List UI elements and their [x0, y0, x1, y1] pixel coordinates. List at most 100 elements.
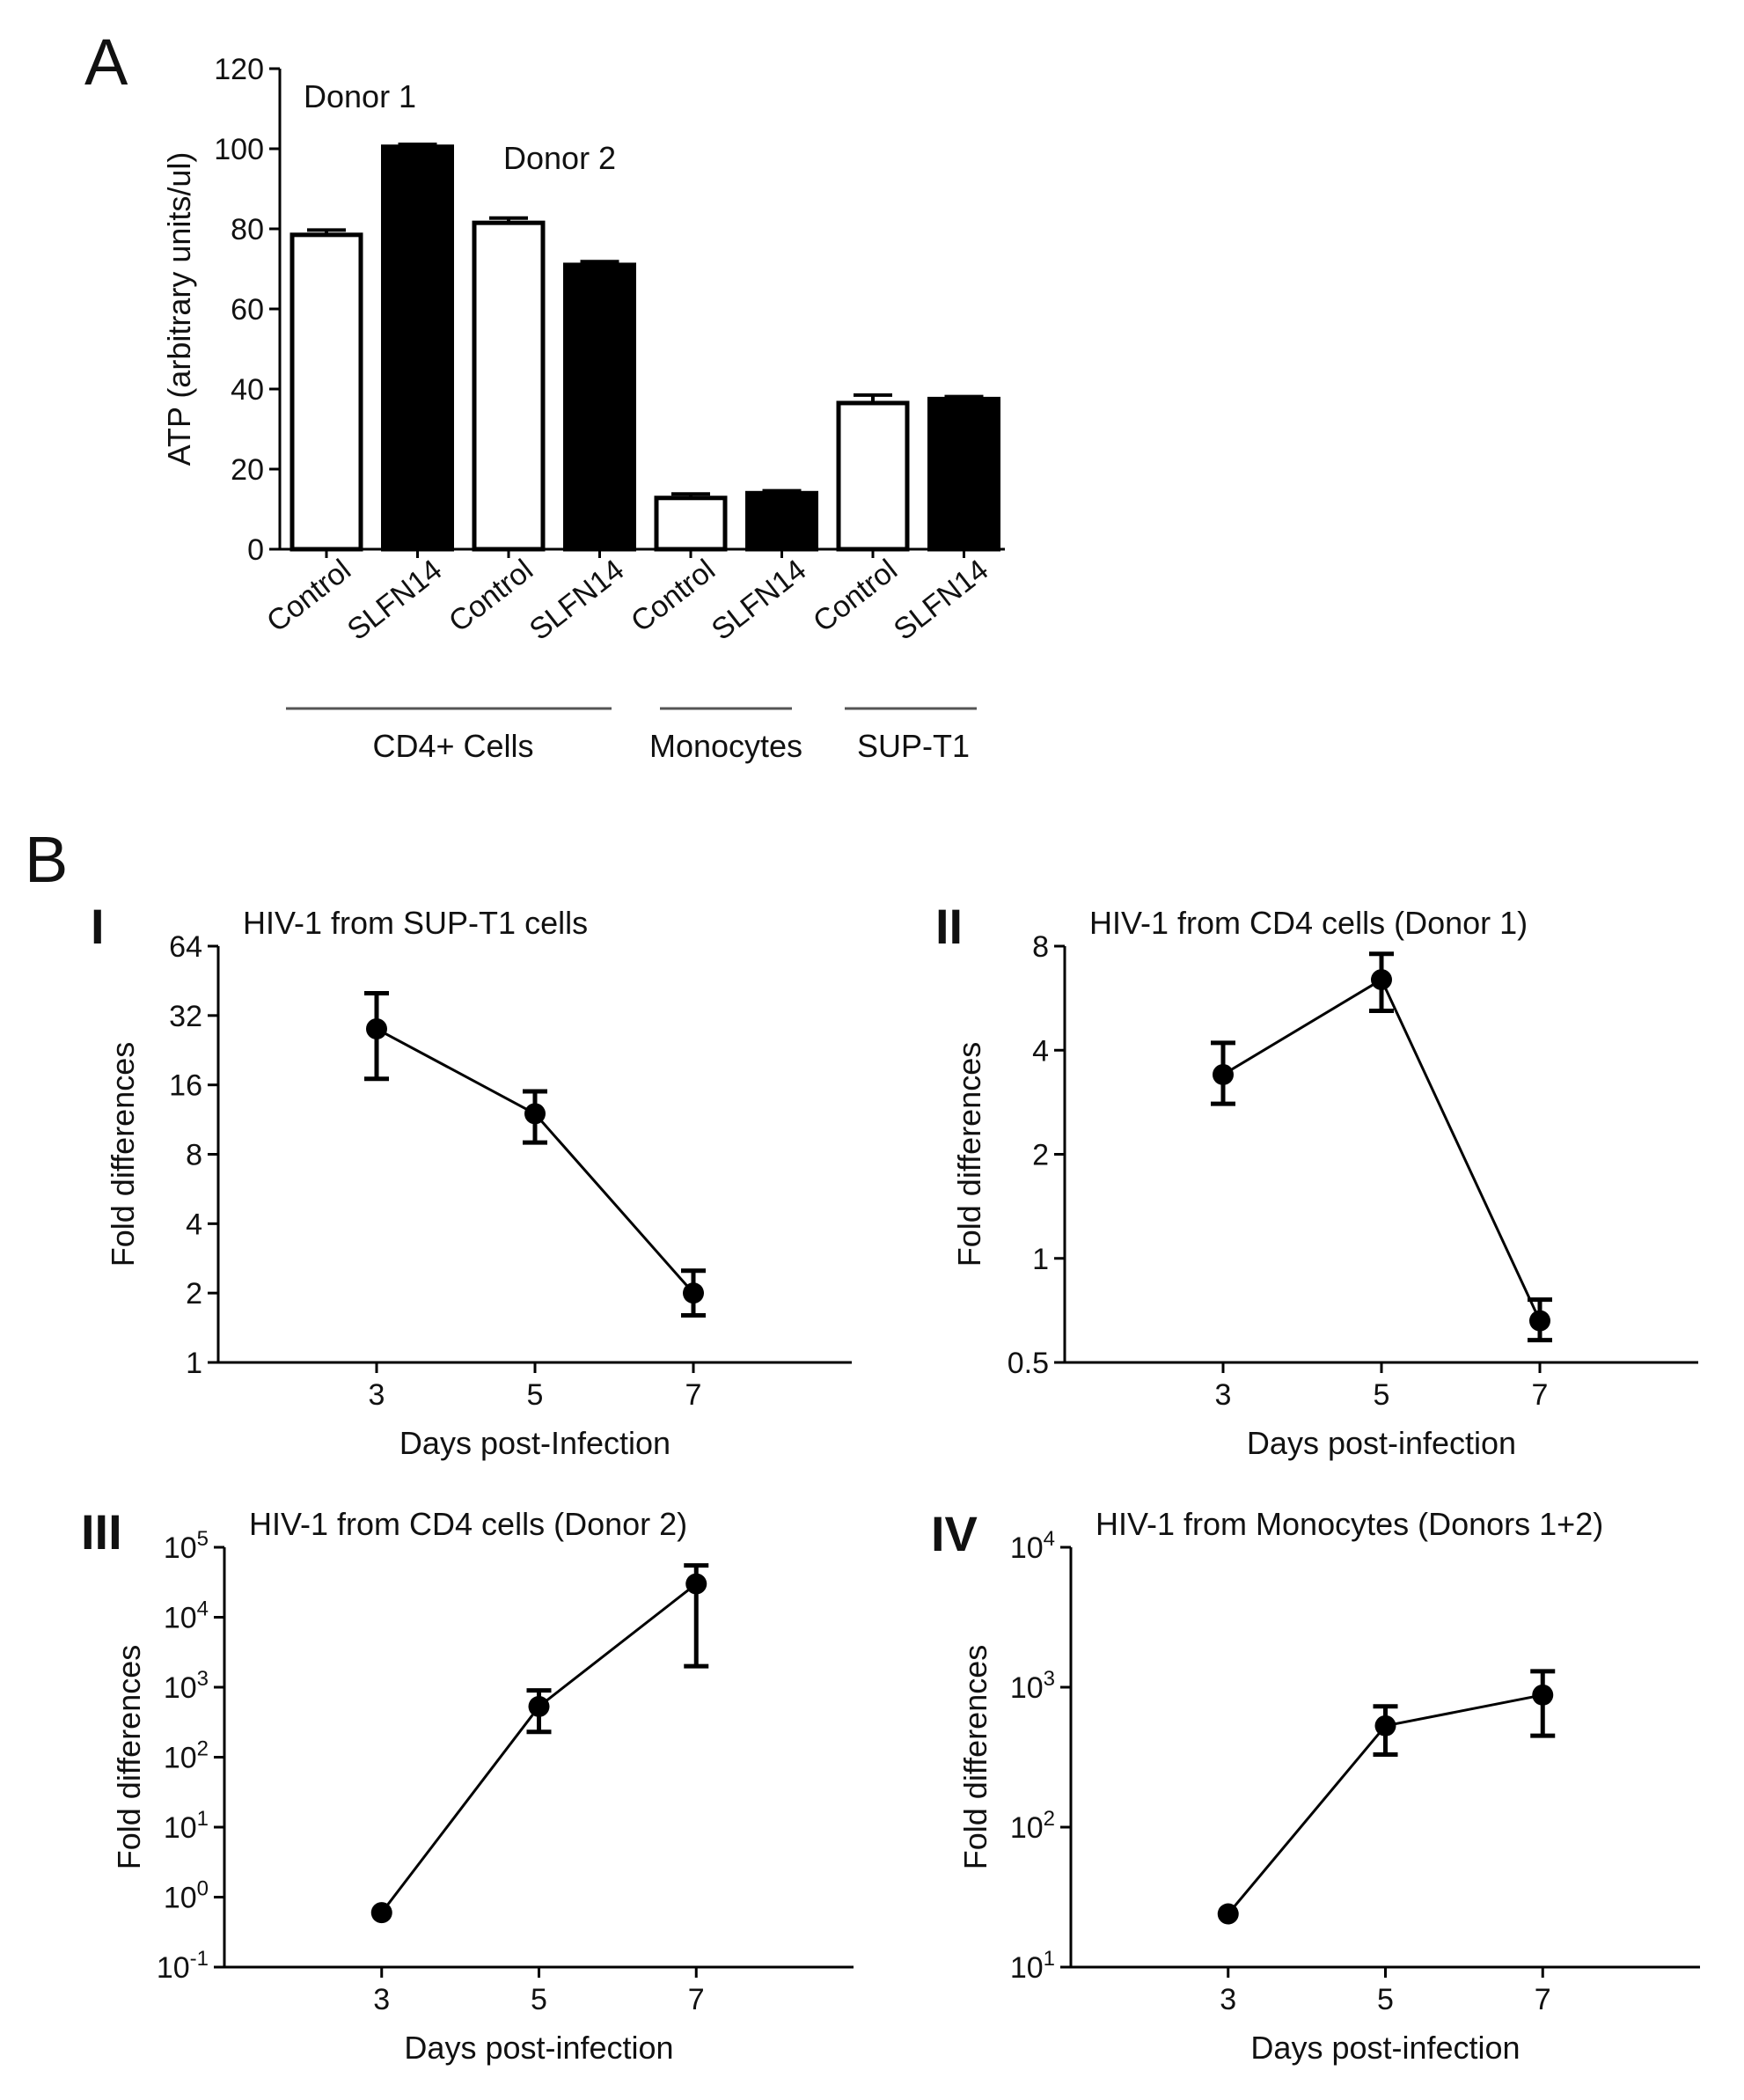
y-tick-label: 32: [169, 1000, 202, 1033]
line-chart-monocytes: HIV-1 from Monocytes (Donors 1+2) 101 102 1…: [957, 1506, 1700, 2066]
bar: [563, 262, 636, 552]
x-tick-label: 5: [1374, 1378, 1390, 1412]
series-line: [380, 1582, 698, 1914]
x-tick-label: 3: [373, 1983, 390, 2016]
y-axis-label: Fold differences: [111, 1645, 147, 1869]
y-axis-label: Fold differences: [951, 1042, 987, 1267]
data-point: [370, 1902, 392, 1924]
y-tick-label: 102: [164, 1737, 209, 1775]
bar: [381, 144, 454, 552]
x-tick-label: SLFN14: [524, 553, 631, 647]
y-tick-label: 1: [186, 1347, 202, 1380]
x-tick-label: Control: [625, 553, 722, 638]
group-label-cd4: CD4+ Cells: [372, 728, 533, 764]
y-tick-label: 100: [164, 1877, 209, 1915]
y-tick-label: 102: [1010, 1807, 1055, 1845]
x-tick-label: Control: [443, 553, 539, 638]
line-chart-supt1: HIV-1 from SUP-T1 cells 1 2 4 8 16 32 64 3 5 7 Days…: [105, 905, 852, 1461]
x-tick-label: 3: [369, 1378, 385, 1412]
y-tick-label: 120: [214, 53, 264, 86]
bar: [289, 232, 363, 552]
data-point: [1213, 1063, 1234, 1085]
x-tick-label: 7: [1532, 1378, 1549, 1412]
bar: [472, 220, 546, 552]
series-line: [1222, 977, 1542, 1322]
donor1-annotation: Donor 1: [304, 78, 416, 114]
data-point: [528, 1695, 550, 1717]
y-tick-label: 10-1: [157, 1947, 209, 1985]
y-tick-label: 4: [1032, 1034, 1049, 1068]
y-tick-label: 2: [186, 1277, 202, 1311]
data-point: [683, 1282, 704, 1304]
x-tick-label: 7: [685, 1378, 702, 1412]
x-tick-label: Control: [260, 553, 357, 638]
bar: [654, 496, 728, 552]
y-tick-label: 101: [1010, 1947, 1055, 1985]
group-label-monocytes: Monocytes: [649, 728, 802, 764]
data-point: [1371, 969, 1392, 991]
x-axis-label: Days post-Infection: [399, 1425, 670, 1461]
y-tick-label: 8: [186, 1139, 202, 1172]
y-tick-label: 8: [1032, 930, 1049, 964]
y-tick-label: 2: [1032, 1139, 1049, 1172]
x-tick-label: 7: [1535, 1983, 1551, 2016]
y-tick-label: 104: [164, 1597, 209, 1635]
subpanel-label-iv: IV: [931, 1506, 978, 1561]
group-label-supt1: SUP-T1: [857, 728, 970, 764]
panel-letter-b: B: [25, 823, 68, 896]
y-tick-label: 0: [247, 533, 264, 567]
y-tick-label: 16: [169, 1069, 202, 1103]
panel-letter-a: A: [84, 26, 128, 99]
x-tick-label: 5: [1377, 1983, 1394, 2016]
data-point: [524, 1103, 546, 1125]
data-point: [366, 1018, 387, 1040]
x-axis-label: Days post-infection: [1250, 2030, 1520, 2066]
data-point: [1529, 1310, 1550, 1332]
bar: [927, 396, 1000, 552]
x-tick-label: 5: [527, 1378, 544, 1412]
y-tick-label: 4: [186, 1208, 202, 1241]
y-tick-label: 101: [164, 1807, 209, 1845]
x-tick-label: 3: [1220, 1983, 1236, 2016]
y-tick-label: 100: [214, 133, 264, 166]
y-axis-label: Fold differences: [105, 1042, 141, 1267]
y-tick-label: 40: [231, 373, 264, 407]
y-tick-label: 103: [164, 1667, 209, 1705]
x-axis-label: Days post-infection: [404, 2030, 673, 2066]
subpanel-label-i: I: [91, 899, 105, 954]
line-chart-cd4-donor2: HIV-1 from CD4 cells (Donor 2) 10-1 100 101…: [111, 1506, 854, 2066]
y-tick-label: 105: [164, 1527, 209, 1565]
x-axis-label: Days post-infection: [1247, 1425, 1516, 1461]
y-tick-label: 0.5: [1008, 1347, 1049, 1380]
y-axis-label: Fold differences: [957, 1645, 993, 1869]
data-point: [685, 1573, 707, 1595]
x-tick-label: SLFN14: [888, 553, 995, 647]
y-tick-label: 20: [231, 453, 264, 487]
donor2-annotation: Donor 2: [503, 140, 616, 176]
y-tick-label: 103: [1010, 1667, 1055, 1705]
chart-title: HIV-1 from CD4 cells (Donor 1): [1089, 905, 1528, 941]
bar: [836, 400, 910, 552]
series-line: [376, 1027, 695, 1295]
y-tick-label: 60: [231, 293, 264, 327]
y-axis-label: ATP (arbitrary units/ul): [161, 152, 197, 466]
data-point: [1374, 1715, 1396, 1737]
x-tick-label: SLFN14: [341, 553, 449, 647]
x-tick-label: 5: [531, 1983, 547, 2016]
chart-title: HIV-1 from SUP-T1 cells: [243, 905, 588, 941]
y-tick-label: 104: [1010, 1527, 1055, 1565]
x-tick-label: Control: [807, 553, 904, 638]
y-tick-label: 1: [1032, 1243, 1049, 1276]
y-tick-label: 80: [231, 213, 264, 246]
subpanel-label-ii: II: [935, 899, 963, 954]
chart-title: HIV-1 from Monocytes (Donors 1+2): [1095, 1506, 1603, 1542]
x-tick-label: SLFN14: [706, 553, 813, 647]
x-tick-label: 3: [1215, 1378, 1232, 1412]
bar: [745, 490, 818, 552]
subpanel-label-iii: III: [81, 1504, 122, 1560]
chart-title: HIV-1 from CD4 cells (Donor 2): [249, 1506, 687, 1542]
x-tick-label: 7: [688, 1983, 705, 2016]
line-chart-cd4-donor1: HIV-1 from CD4 cells (Donor 1) 0.5 1 2 4 8 3 5 7…: [951, 905, 1698, 1461]
data-point: [1532, 1684, 1554, 1706]
